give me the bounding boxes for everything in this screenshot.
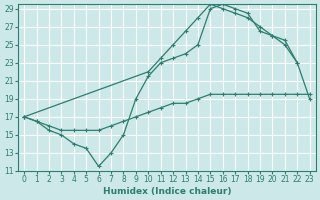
X-axis label: Humidex (Indice chaleur): Humidex (Indice chaleur) [103,187,231,196]
